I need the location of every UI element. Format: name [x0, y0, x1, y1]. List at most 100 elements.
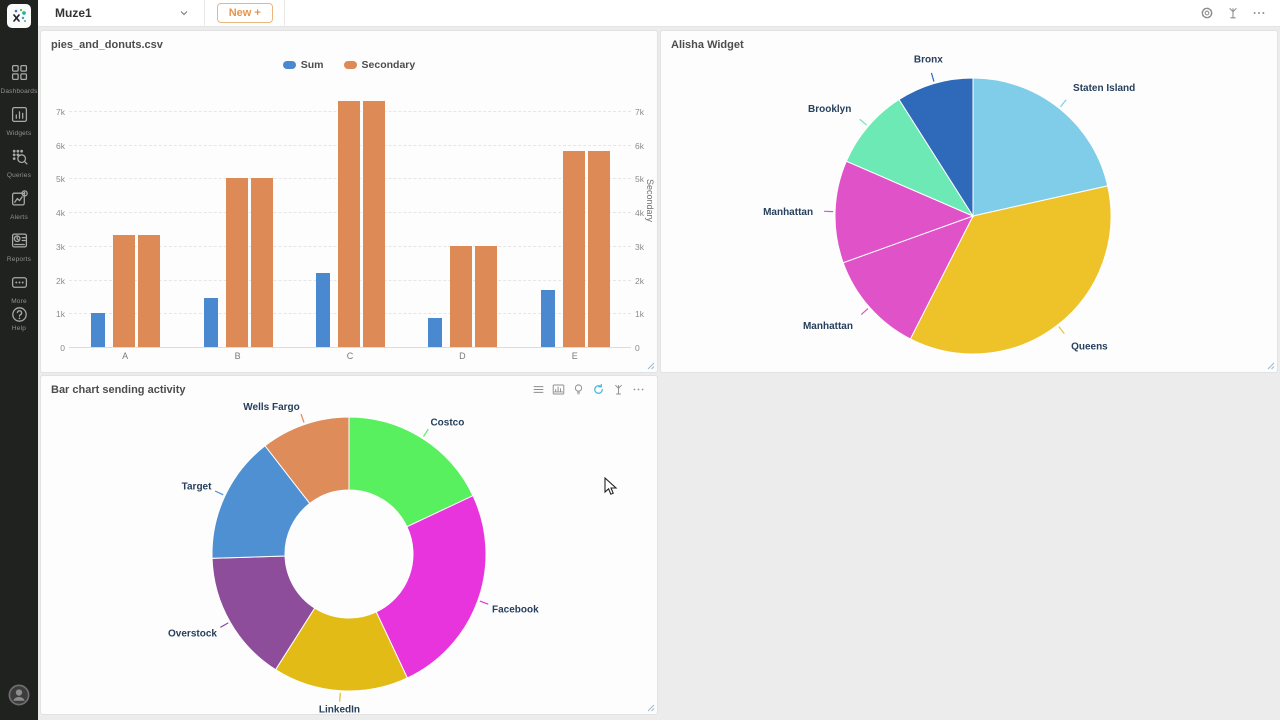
axis-tick-label: 6k — [56, 140, 65, 151]
bar-B-sum[interactable] — [203, 298, 218, 347]
sidebar-item-label: Alerts — [10, 214, 28, 221]
widget-title: pies_and_donuts.csv — [51, 39, 163, 51]
bar-D-secondary[interactable] — [450, 245, 473, 347]
slice-label: Manhattan — [763, 207, 813, 218]
chart-icon[interactable] — [552, 383, 565, 396]
help-icon — [11, 306, 28, 323]
topbar-actions — [1200, 6, 1266, 20]
bar-C-sum[interactable] — [316, 273, 330, 347]
sidebar-item-dashboards[interactable]: Dashboards — [0, 58, 38, 100]
slice-wells-fargo[interactable] — [264, 416, 350, 505]
sidebar-item-reports[interactable]: Reports — [0, 226, 38, 268]
slice-brooklyn[interactable] — [845, 98, 975, 218]
workspace-dropdown[interactable] — [178, 7, 190, 19]
sidebar-item-help[interactable]: Help — [0, 300, 38, 337]
bar-C-secondary[interactable] — [363, 100, 385, 347]
legend-label: Secondary — [361, 59, 416, 71]
resize-handle-icon[interactable] — [647, 362, 655, 370]
bar-D-secondary[interactable] — [475, 245, 498, 347]
bar-B-secondary[interactable] — [250, 178, 273, 347]
sidebar-item-more[interactable]: More — [0, 268, 38, 310]
bar-A-sum[interactable] — [91, 313, 106, 347]
pie-chart[interactable]: Staten Island Queens Manhattan Manhattan Bro… — [661, 31, 1279, 372]
x-axis-label: A — [122, 351, 129, 361]
bar-A-secondary[interactable] — [113, 235, 136, 347]
x-axis-label: C — [346, 351, 354, 361]
slice-label: Manhattan — [803, 321, 853, 332]
publish-icon[interactable] — [612, 383, 625, 396]
slice-costco[interactable] — [348, 416, 474, 528]
sidebar-help-section: Help — [0, 300, 38, 337]
bar-B-secondary[interactable] — [225, 178, 248, 347]
axis-tick-label: 4k — [635, 208, 644, 219]
label-leader-line — [859, 118, 867, 126]
slice-manhattan[interactable] — [842, 215, 975, 340]
widgets-icon — [11, 106, 28, 128]
sidebar-item-alerts[interactable]: Alerts — [0, 184, 38, 226]
gridline — [69, 347, 631, 348]
slice-label: Queens — [1071, 341, 1108, 352]
bar-A-secondary[interactable] — [138, 235, 161, 347]
slice-label: Staten Island — [1073, 83, 1135, 94]
settings-icon[interactable] — [1200, 6, 1214, 20]
publish-icon[interactable] — [1226, 6, 1240, 20]
donut-chart[interactable]: Costco Facebook LinkedIn Overstock Target Wel… — [41, 376, 659, 714]
more-icon[interactable] — [632, 383, 645, 396]
scatter-logo-icon — [13, 8, 26, 22]
slice-facebook[interactable] — [375, 495, 487, 679]
sidebar-item-label: Widgets — [6, 130, 32, 137]
user-avatar[interactable] — [8, 684, 30, 706]
x-axis-label: E — [571, 351, 578, 361]
slice-queens[interactable] — [909, 185, 1112, 355]
label-leader-line — [930, 72, 935, 82]
x-axis-label: B — [234, 351, 241, 361]
resize-handle-icon[interactable] — [647, 704, 655, 712]
axis-tick-label: 0 — [60, 343, 65, 353]
legend-item[interactable]: Sum — [282, 59, 324, 71]
chevron-down-icon — [180, 11, 188, 16]
slice-label: Brooklyn — [808, 104, 851, 115]
new-button[interactable]: New + — [216, 3, 273, 23]
sidebar: Dashboards Widgets Queries Alerts Report… — [0, 0, 38, 720]
menu-icon[interactable] — [532, 383, 545, 396]
bulb-icon[interactable] — [572, 383, 585, 396]
resize-handle-icon[interactable] — [1267, 362, 1275, 370]
sidebar-item-label: More — [11, 298, 27, 305]
slice-label: LinkedIn — [319, 705, 360, 714]
slice-bronx[interactable] — [898, 77, 974, 218]
app-logo[interactable] — [7, 4, 31, 28]
widget-title: Alisha Widget — [671, 39, 744, 51]
bar-E-secondary[interactable] — [587, 151, 610, 347]
topbar: Muze1 New + — [38, 0, 1280, 27]
more-icon[interactable] — [1252, 6, 1266, 20]
sidebar-item-widgets[interactable]: Widgets — [0, 100, 38, 142]
slice-staten-island[interactable] — [972, 77, 1109, 217]
reports-icon — [11, 232, 28, 254]
axis-tick-label: 1k — [635, 309, 644, 320]
refresh-icon[interactable] — [592, 383, 605, 396]
axis-tick-label: 2k — [635, 275, 644, 286]
slice-linkedin[interactable] — [274, 607, 408, 692]
slice-manhattan[interactable] — [834, 160, 975, 264]
bar-plot-area — [69, 94, 631, 348]
bar-E-sum[interactable] — [540, 289, 555, 347]
slice-label: Wells Fargo — [243, 402, 300, 413]
legend-swatch — [282, 61, 296, 69]
slice-label: Costco — [430, 418, 464, 429]
label-leader-line — [214, 490, 224, 496]
axis-tick-label: 2k — [56, 275, 65, 286]
legend-item[interactable]: Secondary — [343, 59, 416, 71]
sidebar-item-queries[interactable]: Queries — [0, 142, 38, 184]
axis-tick-label: 7k — [56, 106, 65, 117]
slice-label: Bronx — [914, 54, 943, 65]
label-leader-line — [860, 308, 869, 315]
label-leader-line — [339, 692, 341, 702]
sidebar-item-label: Reports — [6, 256, 32, 263]
sidebar-item-label: Help — [11, 325, 27, 332]
slice-label: Facebook — [492, 604, 539, 615]
bar-D-sum[interactable] — [428, 318, 443, 347]
bar-E-secondary[interactable] — [562, 151, 585, 347]
axis-tick-label: 3k — [635, 241, 644, 252]
bar-C-secondary[interactable] — [338, 100, 360, 347]
